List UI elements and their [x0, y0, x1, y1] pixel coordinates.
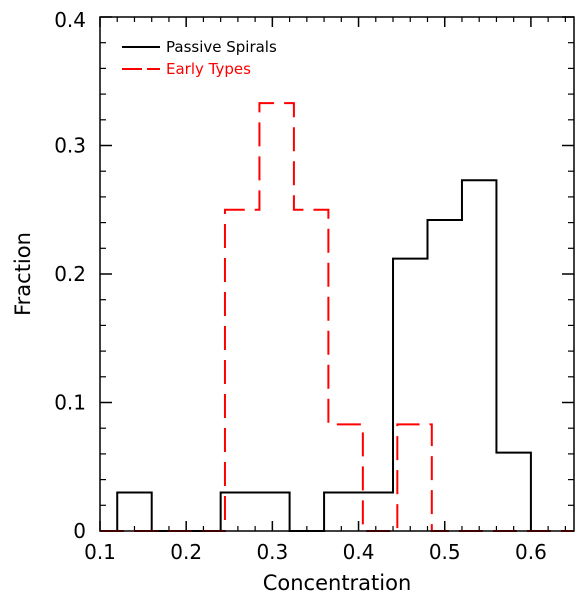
- x-tick-label: 0.4: [343, 540, 375, 564]
- series-early-types: [100, 102, 574, 532]
- legend-label: Early Types: [166, 60, 251, 78]
- axis-ticks: [99, 16, 574, 532]
- x-tick-label: 0.1: [84, 540, 116, 564]
- histogram-bin: [328, 424, 362, 531]
- legend-label: Passive Spirals: [166, 38, 277, 56]
- histogram-bin: [397, 424, 431, 531]
- y-tick-label: 0.2: [54, 262, 86, 286]
- histogram-bin: [117, 492, 151, 531]
- histogram-bin: [427, 220, 461, 531]
- histogram-step-line: [100, 102, 574, 532]
- y-tick-label: 0: [73, 519, 86, 543]
- histogram-bin: [496, 453, 530, 531]
- y-tick-label: 0.1: [54, 391, 86, 415]
- histogram-bin: [294, 210, 328, 531]
- y-axis-title: Fraction: [11, 232, 35, 316]
- legend: Passive Spirals Early Types: [122, 38, 277, 78]
- y-tick-label: 0.3: [54, 134, 86, 158]
- histogram-bin: [259, 103, 293, 531]
- x-tick-label: 0.6: [515, 540, 547, 564]
- x-tick-label: 0.2: [170, 540, 202, 564]
- x-axis-title: Concentration: [263, 571, 412, 595]
- histogram-bin: [462, 180, 496, 531]
- tick-labels: 0.1 0.2 0.3 0.4 0.5 0.600.10.20.30.4: [54, 8, 547, 564]
- plot-frame: [99, 16, 575, 532]
- histogram-bin: [221, 492, 290, 531]
- histogram-bin: [225, 210, 259, 531]
- histogram-step-line: [116, 179, 532, 532]
- series-layer: [100, 102, 574, 532]
- series-passive-spirals: [116, 179, 532, 532]
- x-tick-label: 0.5: [429, 540, 461, 564]
- x-tick-label: 0.3: [256, 540, 288, 564]
- y-tick-label: 0.4: [54, 8, 86, 32]
